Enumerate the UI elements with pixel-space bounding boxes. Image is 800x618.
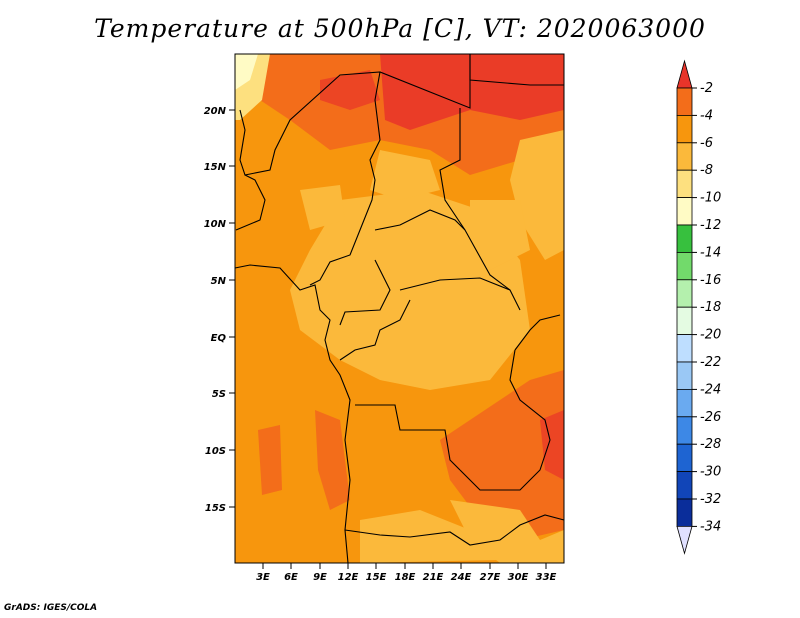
x-tick-label: 24E	[451, 572, 472, 583]
y-tick-label: 10S	[205, 446, 226, 457]
x-tick-label: 30E	[508, 572, 529, 583]
colorbar-top-arrow	[676, 59, 693, 89]
temperature-field	[234, 54, 565, 564]
x-tick-label: 33E	[536, 572, 557, 583]
colorbar-segment	[676, 361, 693, 390]
y-axis: 20N 15N 10N 5N EQ 5S 10S 15S	[204, 106, 235, 514]
colorbar-segment	[676, 224, 693, 253]
x-tick-label: 18E	[395, 572, 416, 583]
colorbar-segment	[676, 279, 693, 308]
colorbar-segment	[676, 251, 693, 281]
colorbar-segment	[676, 197, 693, 226]
colorbar: -2 -4 -6 -8 -10 -12 -14 -16 -18 -20 -22 -24 -26 -28 -3…	[676, 59, 721, 555]
x-tick-label: 3E	[256, 572, 270, 583]
x-tick-label: 6E	[284, 572, 298, 583]
colorbar-label: -6	[700, 136, 713, 151]
y-tick-label: EQ	[211, 333, 227, 344]
colorbar-label: -16	[700, 273, 721, 288]
colorbar-label: -28	[700, 437, 721, 452]
colorbar-label: -2	[700, 81, 713, 96]
map-frame	[234, 53, 565, 564]
colorbar-label: -34	[700, 519, 721, 534]
colorbar-segment	[676, 87, 693, 116]
colorbar-label: -12	[700, 218, 721, 233]
colorbar-segment	[676, 306, 693, 336]
colorbar-segment	[676, 334, 693, 363]
colorbar-segment	[676, 142, 693, 171]
colorbar-segment	[676, 498, 693, 527]
colorbar-label: -18	[700, 300, 721, 315]
colorbar-segment	[676, 169, 693, 198]
y-tick-label: 5S	[212, 389, 226, 400]
credit-text: GrADS: IGES/COLA	[4, 603, 98, 613]
colorbar-segment	[676, 443, 693, 473]
colorbar-bottom-arrow	[676, 526, 693, 555]
colorbar-label: -24	[700, 382, 721, 397]
y-tick-label: 10N	[204, 219, 227, 230]
colorbar-segment	[676, 388, 693, 418]
colorbar-label: -30	[700, 465, 721, 480]
x-tick-label: 12E	[338, 572, 359, 583]
colorbar-segment	[676, 115, 693, 144]
chart-title: Temperature at 500hPa [C], VT: 202006300…	[94, 14, 706, 43]
colorbar-label: -4	[700, 108, 713, 123]
y-tick-label: 15S	[205, 503, 226, 514]
colorbar-label: -14	[700, 245, 721, 260]
y-tick-label: 15N	[204, 162, 227, 173]
x-tick-label: 27E	[480, 572, 501, 583]
colorbar-label: -22	[700, 355, 721, 370]
colorbar-label: -20	[700, 328, 721, 343]
colorbar-segment	[676, 416, 693, 445]
colorbar-label: -32	[700, 492, 721, 507]
colorbar-segment	[676, 471, 693, 500]
colorbar-label: -10	[700, 191, 721, 206]
x-axis: 3E 6E 9E 12E 15E 18E 21E 24E 27E 30E 33E	[256, 563, 557, 583]
y-tick-label: 20N	[204, 106, 227, 117]
x-tick-label: 21E	[423, 572, 444, 583]
y-tick-label: 5N	[211, 276, 227, 287]
colorbar-label: -8	[700, 163, 713, 178]
colorbar-label: -26	[700, 410, 721, 425]
x-tick-label: 9E	[313, 572, 327, 583]
x-tick-label: 15E	[366, 572, 387, 583]
